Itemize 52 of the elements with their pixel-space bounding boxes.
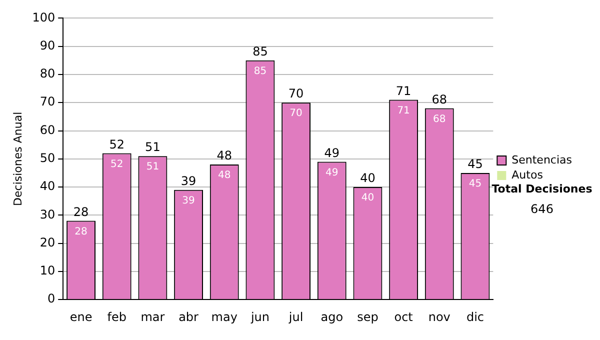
total-label: 28	[73, 204, 89, 219]
total-label: 51	[145, 140, 160, 154]
total-label: 70	[288, 86, 304, 101]
total-label: 48	[216, 148, 232, 163]
x-tick-label: jul	[288, 310, 304, 324]
data-label: 51	[146, 162, 160, 173]
x-tick-label: sep	[357, 310, 378, 324]
y-tick-label: 70	[40, 94, 56, 109]
data-label: 48	[218, 170, 231, 182]
total-label: 39	[180, 174, 196, 188]
y-axis-title: Decisiones Anual	[11, 112, 24, 206]
y-tick-label: 30	[40, 207, 56, 222]
total-label: 71	[396, 84, 412, 98]
y-tick-label: 10	[40, 264, 56, 278]
y-tick-label: 60	[40, 122, 56, 137]
data-label: 45	[468, 178, 482, 190]
total-label: 49	[324, 146, 340, 160]
total-label: 52	[109, 137, 124, 152]
x-tick-label: dic	[466, 310, 484, 324]
total-label: 45	[468, 157, 483, 172]
x-tick-label: abr	[178, 310, 199, 324]
x-tick-label: ago	[320, 310, 344, 324]
legend-label: Autos	[512, 168, 544, 182]
data-label: 28	[74, 226, 88, 238]
x-tick-label: mar	[140, 310, 165, 324]
total-label: 85	[252, 44, 268, 59]
x-tick-label: nov	[428, 310, 450, 324]
annotation: Total Decisiones	[492, 182, 593, 196]
y-tick-label: 50	[40, 151, 56, 166]
x-tick-label: jun	[250, 310, 270, 324]
data-label: 52	[110, 158, 124, 170]
y-tick-label: 100	[32, 10, 56, 24]
data-label: 49	[326, 167, 338, 178]
y-tick-label: 40	[40, 179, 56, 194]
total-label: 68	[432, 92, 448, 106]
data-label: 85	[254, 66, 267, 78]
data-label: 40	[361, 192, 374, 204]
y-tick-label: 90	[40, 38, 56, 52]
legend-label: Sentencias	[512, 153, 572, 166]
data-label: 70	[290, 108, 302, 120]
y-tick-label: 80	[40, 66, 56, 81]
data-label: 39	[182, 195, 195, 206]
text: 646	[530, 202, 554, 216]
y-tick-label: 20	[40, 235, 56, 250]
x-tick-label: feb	[107, 310, 126, 324]
total-label: 40	[360, 171, 376, 186]
data-label: 71	[397, 105, 410, 116]
x-tick-label: ene	[70, 310, 92, 324]
x-tick-label: oct	[394, 310, 414, 324]
data-label: 68	[433, 114, 446, 125]
y-tick-label: 0	[47, 292, 56, 306]
x-tick-label: may	[211, 310, 238, 324]
